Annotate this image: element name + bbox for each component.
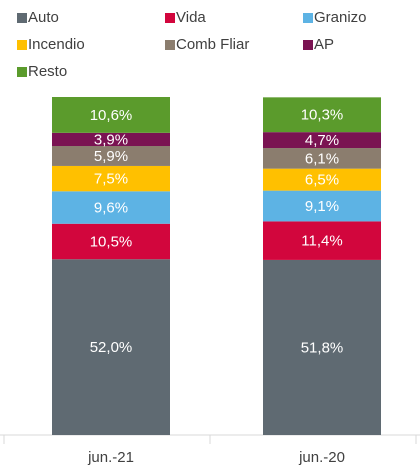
data-label: 6,1% <box>305 150 339 167</box>
legend-label: AP <box>314 36 334 53</box>
data-label: 9,1% <box>305 198 339 215</box>
x-tick-label: jun.-21 <box>87 449 134 466</box>
bar-segment <box>263 221 381 260</box>
data-label: 52,0% <box>90 339 133 356</box>
legend-label: Incendio <box>28 36 85 53</box>
data-label: 3,9% <box>94 131 128 148</box>
legend-label: Comb Fliar <box>176 36 249 53</box>
legend-swatch <box>165 40 175 50</box>
bar-segment <box>52 191 170 224</box>
bar-segment <box>52 146 170 166</box>
bar-segment <box>52 165 170 192</box>
legend-label: Auto <box>28 9 59 26</box>
data-label: 7,5% <box>94 171 128 188</box>
bar-segment <box>52 97 170 133</box>
legend-swatch <box>17 13 27 23</box>
data-label: 10,3% <box>301 107 344 124</box>
bar-segment <box>263 190 381 222</box>
x-tick-label: jun.-20 <box>298 449 345 466</box>
legend-label: Resto <box>28 63 67 80</box>
legend-swatch <box>165 13 175 23</box>
bar-segment <box>52 259 170 435</box>
legend-label: Granizo <box>314 9 367 26</box>
data-label: 10,6% <box>90 107 133 124</box>
legend-swatch <box>17 40 27 50</box>
data-label: 9,6% <box>94 199 128 216</box>
data-label: 4,7% <box>305 132 339 149</box>
bar-segment <box>263 132 381 149</box>
bar-segment <box>263 148 381 169</box>
legend-swatch <box>17 67 27 77</box>
data-label: 6,5% <box>305 172 339 189</box>
data-label: 51,8% <box>301 339 344 356</box>
data-label: 10,5% <box>90 233 133 250</box>
data-label: 11,4% <box>301 233 342 250</box>
data-label: 5,9% <box>94 148 128 165</box>
legend-label: Vida <box>176 9 206 26</box>
bar-segment <box>52 223 170 260</box>
bar-segment <box>263 168 381 191</box>
bar-segment <box>263 97 381 133</box>
legend-swatch <box>303 40 313 50</box>
bar-segment <box>263 259 381 435</box>
legend-swatch <box>303 13 313 23</box>
bar-segment <box>52 132 170 147</box>
